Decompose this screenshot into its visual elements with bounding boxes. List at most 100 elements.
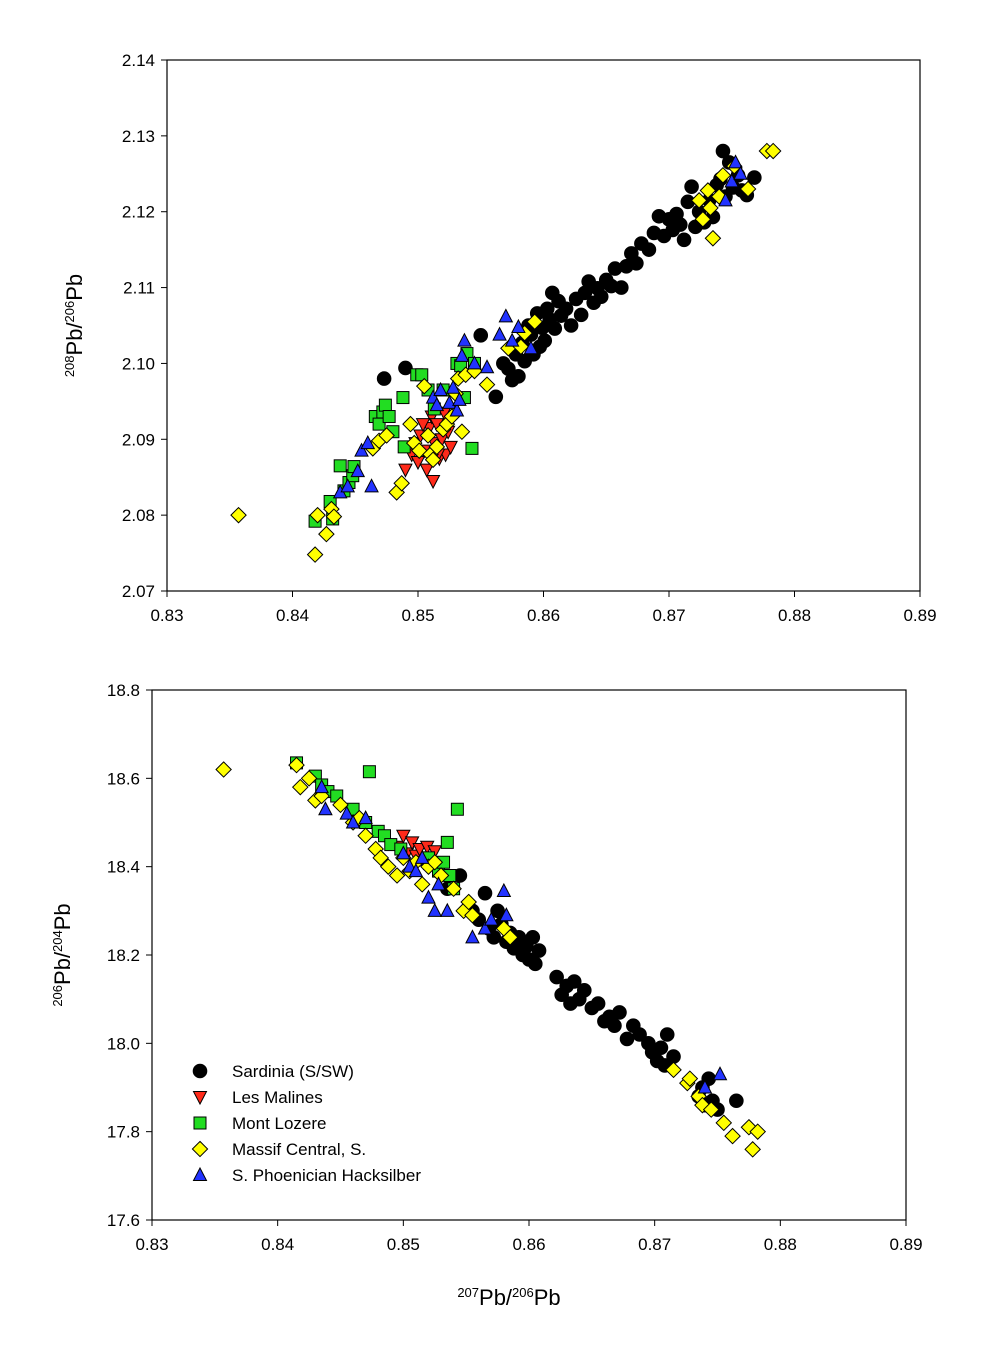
data-point xyxy=(332,796,349,814)
data-point xyxy=(340,478,356,493)
data-point xyxy=(408,862,424,878)
data-point xyxy=(413,876,431,893)
y-tick-label: 18.4 xyxy=(107,858,140,877)
data-point xyxy=(718,192,733,207)
data-point xyxy=(454,347,470,362)
data-point xyxy=(563,318,579,333)
data-point xyxy=(378,398,392,412)
data-point xyxy=(415,368,429,382)
data-point xyxy=(464,906,481,924)
data-point xyxy=(393,474,410,492)
data-point xyxy=(665,1061,682,1079)
data-point xyxy=(443,440,458,455)
data-point xyxy=(465,929,480,944)
data-point xyxy=(440,835,454,849)
data-point xyxy=(230,506,247,524)
data-point xyxy=(653,1040,669,1056)
data-point xyxy=(325,508,343,525)
series-s-phoenician-hacksilber xyxy=(332,154,748,499)
y-tick-label: 2.14 xyxy=(122,51,155,70)
y-tick-label: 18.8 xyxy=(107,681,140,700)
data-point xyxy=(740,1118,758,1136)
data-point xyxy=(501,929,519,946)
data-point xyxy=(498,308,514,323)
series-massif-central-s- xyxy=(230,142,782,563)
legend-label: Sardinia (S/SW) xyxy=(232,1062,354,1081)
data-point xyxy=(457,332,472,347)
data-point xyxy=(309,506,326,524)
data-point xyxy=(659,1027,675,1042)
data-point xyxy=(467,355,482,370)
x-tick-label: 0.88 xyxy=(778,606,811,625)
x-tick-label: 0.83 xyxy=(135,1235,168,1254)
data-point xyxy=(714,166,732,184)
data-point xyxy=(744,1141,761,1158)
data-point xyxy=(479,359,495,374)
data-point xyxy=(402,415,419,433)
data-point xyxy=(350,463,366,478)
data-point xyxy=(345,814,361,829)
data-point xyxy=(362,765,376,779)
x-tick-label: 0.87 xyxy=(638,1235,671,1254)
series-massif-central-s- xyxy=(215,756,767,1158)
legend: Sardinia (S/SW) Les Malines Mont Lozere Mas… xyxy=(191,1062,421,1185)
data-point xyxy=(473,328,489,343)
data-point xyxy=(288,756,305,774)
data-point xyxy=(318,801,333,816)
legend-label: Massif Central, S. xyxy=(232,1140,366,1159)
legend-label: Mont Lozere xyxy=(232,1114,327,1133)
data-point xyxy=(339,805,355,820)
series-s-phoenician-hacksilber xyxy=(314,779,728,1094)
data-point xyxy=(712,1066,728,1081)
data-point xyxy=(537,333,553,348)
data-point xyxy=(558,301,574,317)
data-point xyxy=(372,849,390,867)
data-point xyxy=(477,920,493,935)
x-tick-label: 0.89 xyxy=(889,1235,922,1254)
data-point xyxy=(739,180,757,198)
y-tick-label: 2.12 xyxy=(122,203,155,222)
chart-top: 0.83 0.84 0.85 0.86 0.87 0.88 0.89 2.07 2.08 2.09… xyxy=(62,51,937,625)
data-point xyxy=(306,546,324,563)
data-point xyxy=(398,360,413,376)
data-point xyxy=(354,442,369,457)
data-point xyxy=(378,427,395,444)
data-point xyxy=(360,434,376,450)
data-point xyxy=(619,1031,635,1047)
x-tick-label: 0.86 xyxy=(512,1235,545,1254)
data-point xyxy=(573,307,589,323)
y-tick-label: 17.6 xyxy=(107,1211,140,1230)
data-point xyxy=(724,1127,741,1145)
data-point xyxy=(702,199,719,217)
data-point xyxy=(465,441,479,455)
chart-bottom: 0.83 0.84 0.85 0.86 0.87 0.88 0.89 17.6 17.8 18.0… xyxy=(50,681,923,1310)
data-point xyxy=(318,525,335,543)
series-sardinia-s-sw- xyxy=(376,143,762,405)
y-tick-label: 2.11 xyxy=(123,279,155,298)
data-point xyxy=(715,143,731,159)
legend-label: Les Malines xyxy=(232,1088,323,1107)
x-tick-label: 0.85 xyxy=(387,1235,420,1254)
y-tick-label: 18.2 xyxy=(107,946,140,965)
data-point xyxy=(425,475,441,490)
data-point xyxy=(488,389,504,405)
y-tick-label: 2.08 xyxy=(122,506,155,525)
data-point xyxy=(733,165,748,180)
data-point xyxy=(215,761,232,778)
data-point xyxy=(747,170,762,185)
data-point xyxy=(300,770,318,787)
y-tick-label: 17.8 xyxy=(107,1123,140,1142)
data-point xyxy=(527,956,543,972)
data-point xyxy=(429,397,445,412)
y-tick-label: 2.07 xyxy=(122,582,155,601)
data-point xyxy=(728,154,743,169)
y-tick-label: 2.09 xyxy=(122,430,155,449)
data-point xyxy=(511,318,526,334)
data-point xyxy=(415,377,433,395)
y-tick-label: 2.13 xyxy=(122,127,155,146)
y-axis-title: 208Pb/206Pb xyxy=(62,274,87,377)
x-tick-label: 0.84 xyxy=(276,606,309,625)
data-point xyxy=(523,340,539,355)
data-point xyxy=(702,1101,720,1118)
data-point xyxy=(450,802,464,816)
